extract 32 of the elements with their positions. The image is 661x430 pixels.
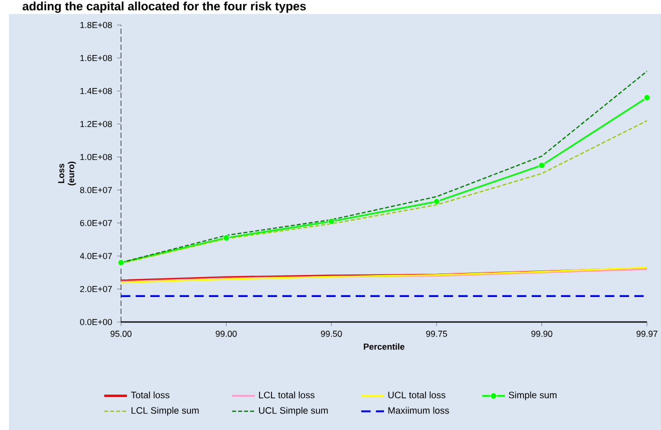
legend-label: LCL total loss [259,391,315,398]
point [538,162,546,169]
legend-label: UCL total loss [388,391,446,398]
x-tick-label: 99.97 [636,330,658,337]
x-axis-title: Percentile [364,343,404,350]
legend-label: UCL Simple sum [259,406,328,416]
y-axis-title: Loss (euro) [58,162,76,186]
x-tick-label: 99.00 [216,330,237,337]
y-tick-label: 1.4E+08 [80,88,112,94]
point [118,259,124,266]
x-tick-label: 99.50 [320,330,342,337]
y-tick-label: 1.2E+08 [80,120,112,128]
y-tick-label: 1.6E+08 [80,54,112,62]
x-tick-label: 99.75 [426,330,448,337]
chart-title: adding the capital allocated for the four risk types [22,2,306,13]
y-tick-label: 4.0E+07 [80,252,112,260]
y-tick-label: 2.0E+07 [80,286,112,292]
y-tick-label: 1.8E+08 [80,22,112,28]
y-tick-label: 0.0E+00 [80,318,112,326]
y-tick-label: 8.0E+07 [80,186,112,194]
point [222,234,230,242]
point [644,94,650,101]
legend-label: LCL Simple sum [132,406,199,416]
legend-label: Total loss [131,391,170,398]
point [433,198,440,205]
y-tick-label: 1.0E+08 [80,154,112,160]
y-tick-label: 6.0E+07 [80,220,112,226]
legend-label: Maxiimum loss [388,406,449,414]
legend-label: Simple sum [508,391,556,400]
x-tick-label: 95.00 [110,330,132,337]
point [328,218,335,225]
x-tick-label: 99.90 [531,330,552,337]
